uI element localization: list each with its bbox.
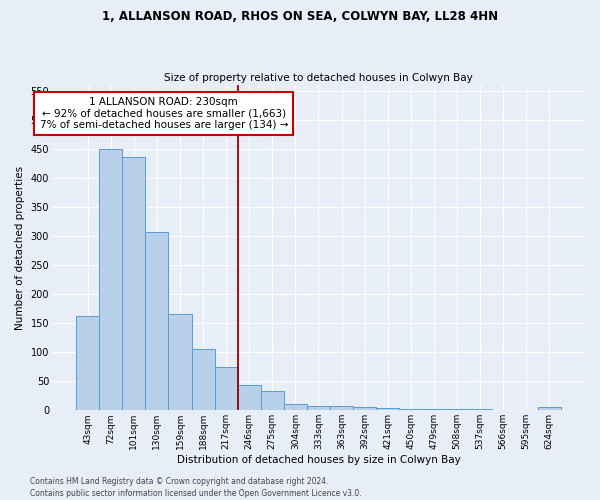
Bar bbox=[376, 408, 399, 410]
Bar bbox=[330, 406, 353, 410]
Bar bbox=[284, 404, 307, 410]
Text: 1, ALLANSON ROAD, RHOS ON SEA, COLWYN BAY, LL28 4HN: 1, ALLANSON ROAD, RHOS ON SEA, COLWYN BA… bbox=[102, 10, 498, 23]
Bar bbox=[99, 149, 122, 410]
Text: 1 ALLANSON ROAD: 230sqm
← 92% of detached houses are smaller (1,663)
7% of semi-: 1 ALLANSON ROAD: 230sqm ← 92% of detache… bbox=[40, 97, 288, 130]
Bar bbox=[215, 366, 238, 410]
Bar bbox=[353, 408, 376, 410]
Bar bbox=[399, 408, 422, 410]
X-axis label: Distribution of detached houses by size in Colwyn Bay: Distribution of detached houses by size … bbox=[176, 455, 460, 465]
Title: Size of property relative to detached houses in Colwyn Bay: Size of property relative to detached ho… bbox=[164, 73, 473, 83]
Bar bbox=[422, 409, 445, 410]
Bar bbox=[76, 316, 99, 410]
Text: Contains HM Land Registry data © Crown copyright and database right 2024.
Contai: Contains HM Land Registry data © Crown c… bbox=[30, 476, 362, 498]
Bar bbox=[169, 314, 191, 410]
Bar bbox=[145, 232, 169, 410]
Bar bbox=[445, 409, 469, 410]
Bar bbox=[238, 384, 261, 410]
Bar bbox=[307, 406, 330, 410]
Bar bbox=[469, 409, 491, 410]
Bar bbox=[538, 408, 561, 410]
Bar bbox=[191, 349, 215, 410]
Y-axis label: Number of detached properties: Number of detached properties bbox=[15, 166, 25, 330]
Bar bbox=[261, 391, 284, 410]
Bar bbox=[122, 156, 145, 410]
